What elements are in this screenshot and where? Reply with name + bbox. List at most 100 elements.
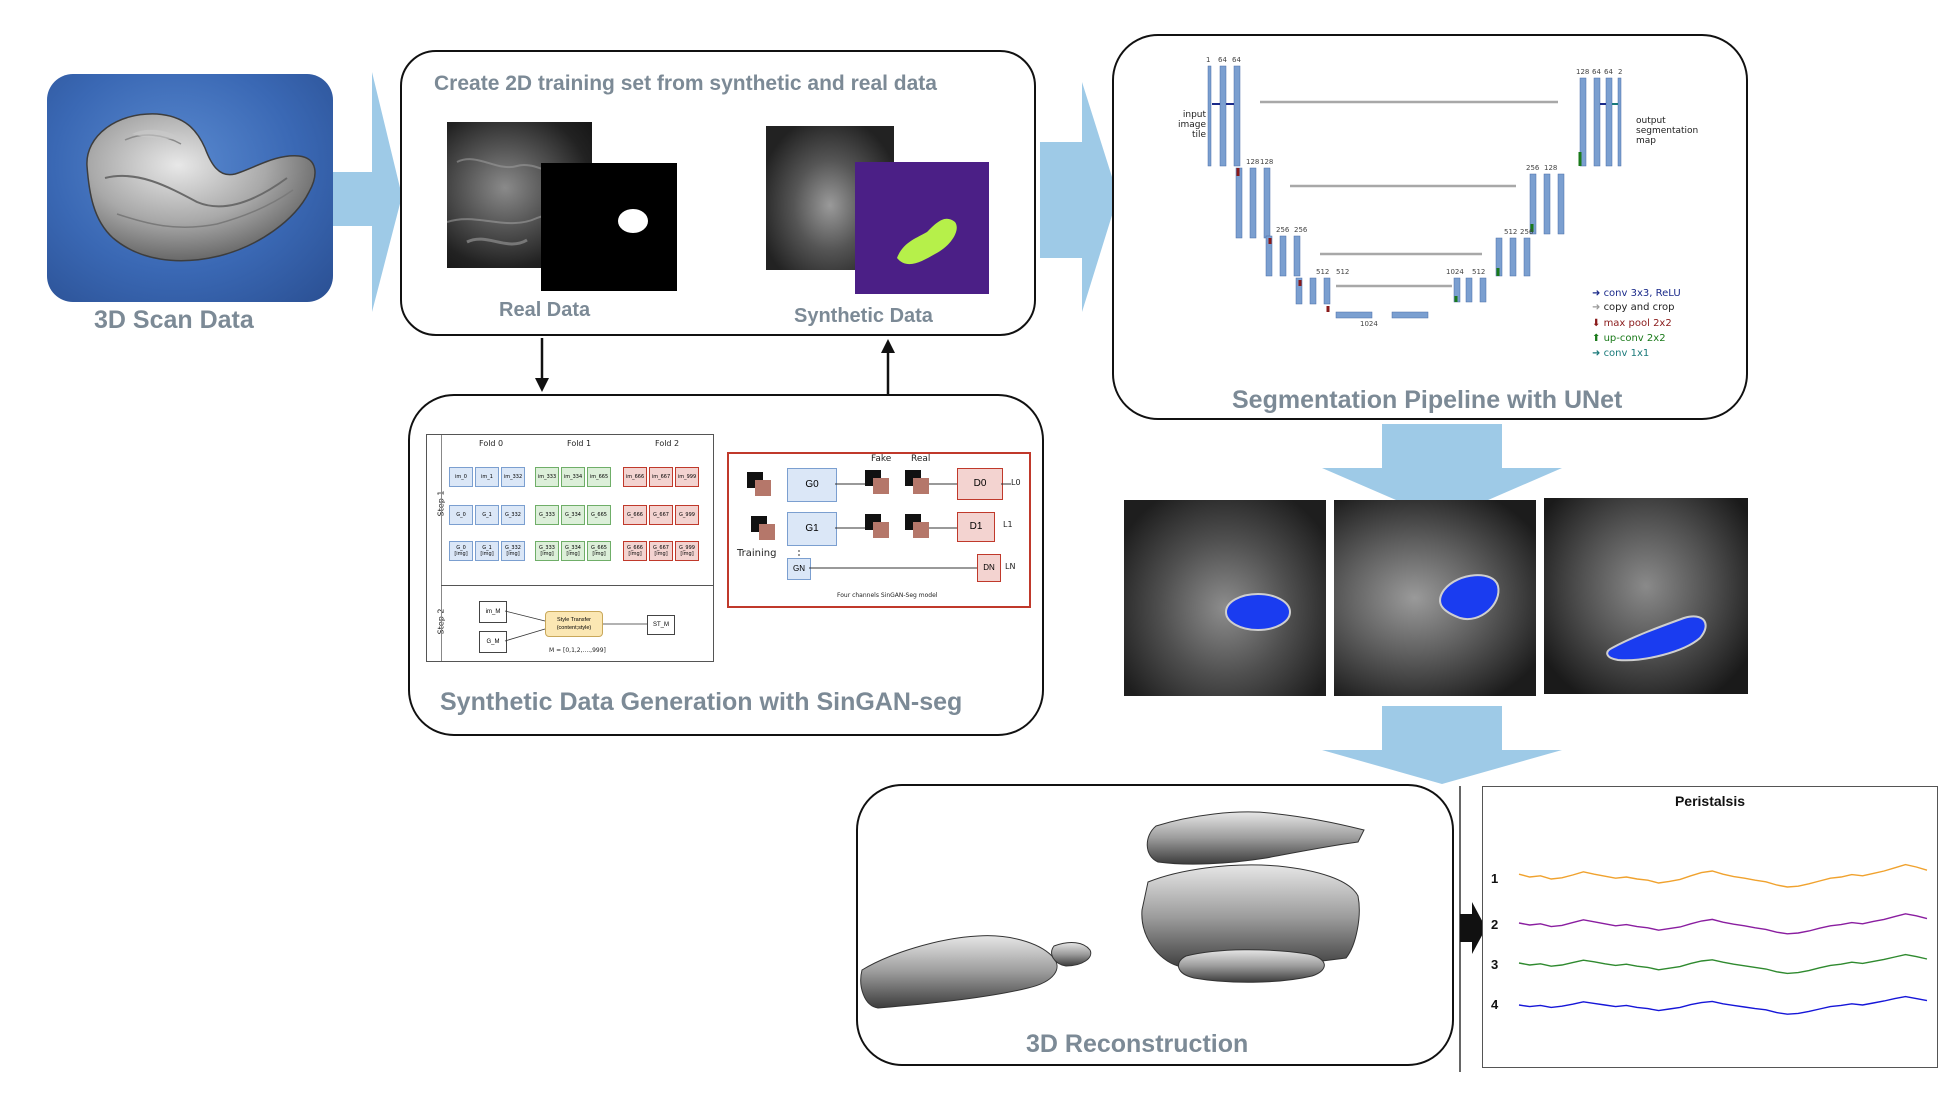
unet-channel-label: 512	[1472, 268, 1486, 276]
unet-feature-map	[1617, 77, 1622, 167]
legend-max-pool: ⬇ max pool 2x2	[1592, 318, 1672, 329]
reconstruction-label: 3D Reconstruction	[1026, 1030, 1249, 1058]
singan-cell: im_333	[535, 467, 559, 487]
reconstruction-panel	[856, 784, 1454, 1066]
unet-output-label: output segmentation map	[1636, 116, 1699, 146]
unet-feature-map	[1529, 173, 1537, 235]
singan-cell: G_667	[649, 505, 673, 525]
singan-cell: G_333	[535, 505, 559, 525]
unet-channel-label: 64	[1218, 56, 1227, 64]
singan-model-figure: G0 G1 GN D0 D1 DN L0 L1 LN Fake Real Tra…	[727, 452, 1031, 608]
series-label-1: 1	[1491, 871, 1498, 886]
unet-feature-map	[1391, 311, 1429, 319]
arrow-training-to-unet	[1040, 82, 1118, 312]
series-line-4	[1518, 995, 1928, 1015]
legend-copy-crop: ➜ copy and crop	[1592, 302, 1675, 313]
unet-feature-map	[1233, 65, 1241, 167]
g1-block: G1	[787, 512, 837, 546]
unet-panel	[1112, 34, 1748, 420]
training-title: Create 2D training set from synthetic an…	[434, 72, 937, 95]
dn-block: DN	[977, 554, 1001, 582]
fold-2: Fold 2	[655, 439, 680, 448]
unet-channel-label: 64	[1232, 56, 1241, 64]
singan-steps-figure: Step 1 Step 2 Fold 0 Fold 1 Fold 2 im_0i…	[426, 434, 714, 662]
real-label: Real	[911, 454, 931, 464]
unet-feature-map	[1605, 77, 1613, 167]
fold-1: Fold 1	[567, 439, 592, 448]
training-label: Training	[737, 548, 777, 559]
unet-channel-label: 64	[1592, 68, 1601, 76]
unet-feature-map	[1557, 173, 1565, 235]
g-m-box: G_M	[479, 631, 507, 653]
unet-channel-label: 512	[1316, 268, 1330, 276]
reconstruction-3d-model	[860, 811, 1365, 1009]
singan-cell: G_999 [img]	[675, 541, 699, 561]
arrow-unet-to-results	[1322, 424, 1562, 520]
arrow-to-peristalsis	[1460, 902, 1486, 954]
singan-cell: G_666	[623, 505, 647, 525]
d0-block: D0	[957, 468, 1003, 500]
unet-feature-map	[1323, 277, 1331, 305]
unet-feature-map	[1543, 173, 1551, 235]
singan-cell: G_332	[501, 505, 525, 525]
unet-feature-map	[1509, 237, 1517, 277]
singan-cell: G_999	[675, 505, 699, 525]
singan-cell: im_332	[501, 467, 525, 487]
st-m-box: ST_M	[647, 615, 675, 635]
im-m-box: im_M	[479, 601, 507, 623]
seg-result-2	[1334, 500, 1536, 696]
seg-result-1	[1124, 500, 1326, 696]
singan-cell: G_334 [img]	[561, 541, 585, 561]
unet-channel-label: 1	[1206, 56, 1211, 64]
singan-cell: G_1 [img]	[475, 541, 499, 561]
series-line-1	[1518, 863, 1928, 888]
scan-label: 3D Scan Data	[94, 306, 254, 334]
arrow-scan-to-training	[330, 72, 402, 312]
singan-cell: G_665	[587, 505, 611, 525]
singan-cell: im_1	[475, 467, 499, 487]
legend-conv1x1: ➜ conv 1x1	[1592, 348, 1650, 359]
singan-cell: G_666 [img]	[623, 541, 647, 561]
singan-cell: G_1	[475, 505, 499, 525]
unet-feature-map	[1479, 277, 1487, 303]
unet-feature-map	[1579, 77, 1587, 167]
real-data-label: Real Data	[499, 299, 591, 321]
singan-cell: G_334	[561, 505, 585, 525]
unet-feature-map	[1265, 235, 1273, 277]
singan-cell: im_666	[623, 467, 647, 487]
unet-channel-label: 256	[1520, 228, 1534, 236]
singan-cell: G_667 [img]	[649, 541, 673, 561]
unet-channel-label: 512	[1336, 268, 1350, 276]
unet-channel-label: 1024	[1446, 268, 1464, 276]
unet-channel-label: 128	[1576, 68, 1590, 76]
unet-channel-label: 512	[1504, 228, 1518, 236]
l1-label: L1	[1003, 520, 1013, 529]
real-mask-image	[541, 163, 677, 291]
unet-channel-label: 2	[1618, 68, 1623, 76]
singan-cell: im_334	[561, 467, 585, 487]
peristalsis-chart: Peristalsis 1 2 3 4	[1482, 786, 1938, 1068]
unet-feature-map	[1295, 277, 1303, 305]
unet-diagram: input image tile output segmentation map…	[1160, 56, 1720, 372]
d1-block: D1	[957, 512, 995, 542]
legend-up-conv: ⬆ up-conv 2x2	[1592, 333, 1666, 344]
unet-channel-label: 256	[1276, 226, 1290, 234]
unet-channel-label: 128	[1246, 158, 1260, 166]
unet-feature-map	[1219, 65, 1227, 167]
singan-cell: G_0 [img]	[449, 541, 473, 561]
singan-title: Synthetic Data Generation with SinGAN-se…	[440, 688, 963, 716]
ln-label: LN	[1005, 562, 1016, 571]
unet-input-label: input image tile	[1178, 110, 1207, 140]
series-label-2: 2	[1491, 917, 1498, 932]
singan-cell: im_0	[449, 467, 473, 487]
series-line-2	[1518, 913, 1928, 935]
unet-feature-map	[1309, 277, 1317, 305]
unet-feature-map	[1335, 311, 1373, 319]
style-transfer-box: Style Transfer (content;style)	[545, 611, 603, 637]
chart-title: Peristalsis	[1674, 793, 1746, 809]
singan-cell: G_333 [img]	[535, 541, 559, 561]
unet-feature-map	[1293, 235, 1301, 277]
unet-title: Segmentation Pipeline with UNet	[1232, 386, 1623, 414]
unet-channel-label: 256	[1526, 164, 1540, 172]
